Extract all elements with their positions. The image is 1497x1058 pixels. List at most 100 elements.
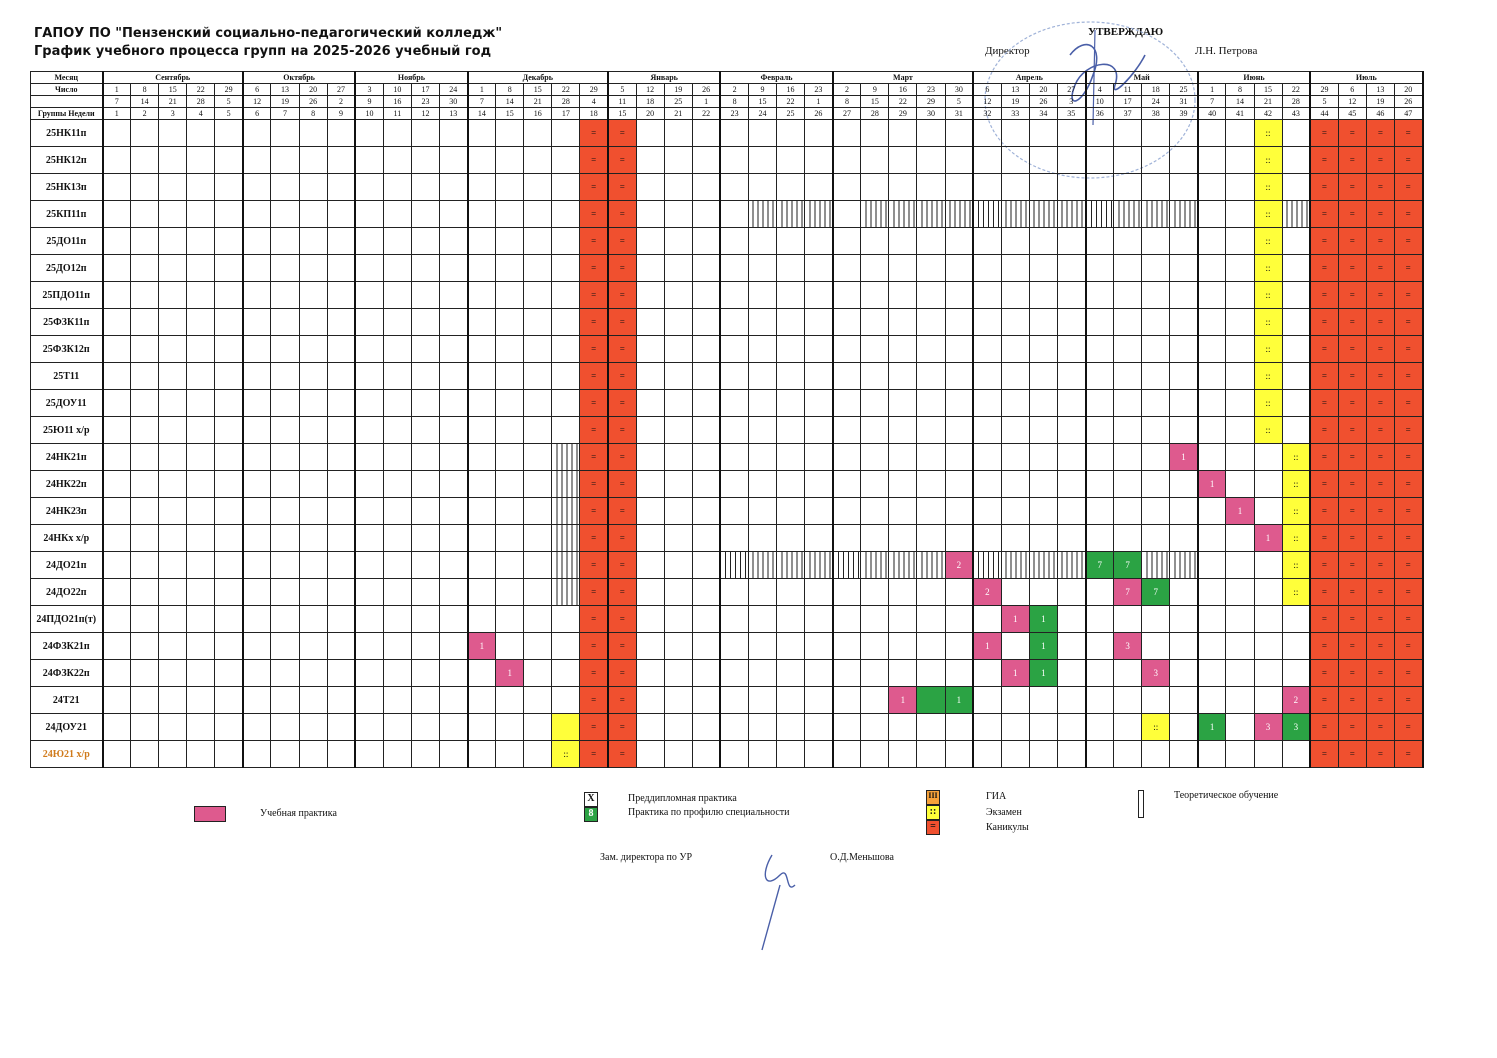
- schedule-cell: [1028, 497, 1058, 525]
- schedule-cell: ::: [1253, 173, 1283, 201]
- schedule-cell: [1225, 227, 1255, 255]
- schedule-cell: [326, 254, 357, 282]
- table-row: 24ДО21п = = 2 7 7:: = = = =: [30, 551, 1424, 579]
- day-bottom-42: 21: [1253, 95, 1283, 108]
- schedule-cell: [298, 335, 328, 363]
- schedule-cell: [1141, 119, 1171, 147]
- schedule-cell: [158, 173, 188, 201]
- schedule-cell: [1028, 389, 1058, 417]
- schedule-cell: =: [1393, 119, 1424, 147]
- schedule-cell: [888, 119, 918, 147]
- schedule-cell: [1084, 416, 1115, 444]
- schedule-cell: [495, 605, 525, 633]
- schedule-cell: [354, 524, 384, 552]
- schedule-cell: [1169, 362, 1199, 390]
- schedule-cell: [158, 308, 188, 336]
- schedule-cell: [635, 281, 665, 309]
- table-row: 25ФЗК11п = =:: = = = =: [30, 308, 1424, 336]
- schedule-cell: [298, 713, 328, 741]
- schedule-cell: [551, 227, 581, 255]
- schedule-cell: [354, 362, 384, 390]
- schedule-cell: =: [1337, 713, 1367, 741]
- group-name: 25НК13п: [30, 173, 104, 201]
- schedule-cell: [972, 470, 1002, 498]
- schedule-cell: [158, 605, 188, 633]
- schedule-cell: [438, 524, 469, 552]
- schedule-cell: [1084, 632, 1115, 660]
- schedule-cell: [1028, 686, 1058, 714]
- schedule-cell: [186, 146, 216, 174]
- schedule-cell: [663, 551, 693, 579]
- schedule-cell: [747, 686, 778, 714]
- schedule-cell: [270, 686, 300, 714]
- day-bottom-17: 28: [551, 95, 581, 108]
- schedule-cell: [1084, 200, 1115, 228]
- schedule-cell: [888, 470, 918, 498]
- schedule-cell: [214, 686, 244, 714]
- schedule-cell: [270, 713, 300, 741]
- schedule-cell: [776, 551, 806, 579]
- schedule-cell: [101, 146, 132, 174]
- schedule-cell: [1253, 470, 1283, 498]
- day-top-3: 15: [158, 83, 188, 96]
- schedule-cell: [186, 443, 216, 471]
- schedule-cell: [972, 146, 1002, 174]
- schedule-cell: [691, 416, 722, 444]
- schedule-cell: [186, 578, 216, 606]
- schedule-cell: 1: [495, 659, 525, 687]
- schedule-cell: [1084, 173, 1115, 201]
- schedule-table: Месяц Сентябрь Октябрь Ноябрь Декабрь Январь Ф…: [30, 71, 1424, 768]
- day-bottom-25: 22: [776, 95, 806, 108]
- schedule-cell: [1028, 524, 1058, 552]
- schedule-cell: =: [1337, 173, 1367, 201]
- schedule-cell: [1056, 227, 1087, 255]
- schedule-cell: =: [1309, 713, 1339, 741]
- schedule-cell: [1113, 281, 1143, 309]
- schedule-cell: [747, 200, 778, 228]
- day-top-14: 1: [467, 83, 497, 96]
- schedule-cell: 3: [1141, 659, 1171, 687]
- day-bottom-45: 12: [1337, 95, 1367, 108]
- legend-prof-label: Практика по профилю специальности: [628, 807, 790, 818]
- day-bottom-44: 5: [1309, 95, 1339, 108]
- schedule-cell: [214, 443, 244, 471]
- schedule-cell: [691, 173, 722, 201]
- day-header-label: Число: [30, 83, 104, 96]
- schedule-cell: [663, 605, 693, 633]
- schedule-cell: [1197, 281, 1227, 309]
- week-9: 9: [326, 107, 357, 120]
- schedule-cell: [1225, 281, 1255, 309]
- schedule-cell: [158, 119, 188, 147]
- schedule-cell: =: [1337, 119, 1367, 147]
- schedule-cell: [719, 497, 749, 525]
- schedule-cell: [523, 146, 553, 174]
- schedule-cell: [635, 146, 665, 174]
- schedule-cell: [467, 659, 497, 687]
- schedule-cell: [747, 713, 778, 741]
- schedule-cell: [495, 578, 525, 606]
- schedule-cell: [832, 632, 862, 660]
- schedule-cell: [776, 146, 806, 174]
- schedule-cell: [270, 740, 300, 768]
- schedule-cell: [1000, 362, 1030, 390]
- schedule-cell: [186, 362, 216, 390]
- group-name: 24ПДО21п(т): [30, 605, 104, 633]
- schedule-cell: [186, 551, 216, 579]
- schedule-cell: =: [1393, 551, 1424, 579]
- schedule-cell: [719, 713, 749, 741]
- schedule-cell: [354, 308, 384, 336]
- schedule-cell: =: [1309, 173, 1339, 201]
- group-name: 25ФЗК11п: [30, 308, 104, 336]
- schedule-cell: =: [1337, 551, 1367, 579]
- schedule-cell: [410, 146, 440, 174]
- schedule-cell: [354, 443, 384, 471]
- schedule-cell: [635, 470, 665, 498]
- schedule-cell: =: [1337, 416, 1367, 444]
- schedule-cell: [691, 227, 722, 255]
- schedule-cell: [804, 173, 834, 201]
- schedule-cell: [1253, 740, 1283, 768]
- day-bottom-43: 28: [1281, 95, 1312, 108]
- day-bottom-39: 31: [1169, 95, 1199, 108]
- schedule-cell: [1113, 119, 1143, 147]
- day-top-39: 25: [1169, 83, 1199, 96]
